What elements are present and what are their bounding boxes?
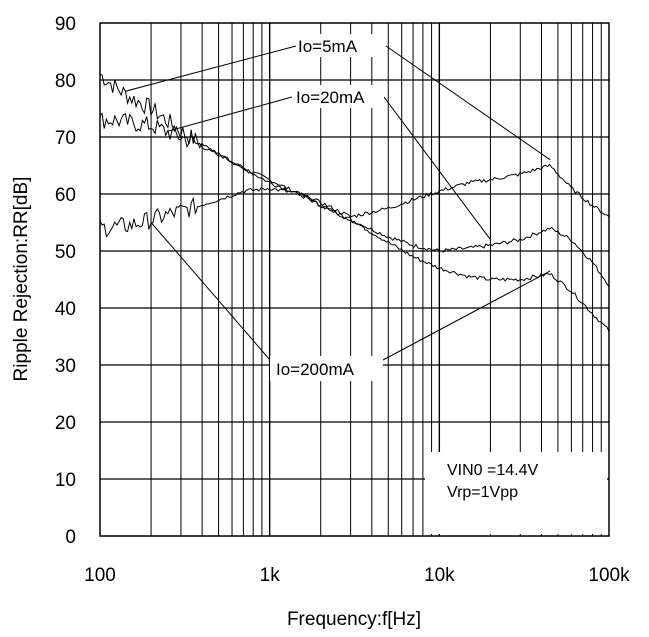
y-tick-label: 0 [65, 527, 76, 548]
annotation-leader-line [383, 96, 491, 240]
x-tick-label: 100k [588, 565, 630, 586]
y-tick-label: 40 [55, 299, 76, 320]
annotation-leader-line [382, 270, 551, 361]
condition-vrp: Vrp=1Vpp [447, 484, 518, 501]
x-axis-title: Frequency:f[Hz] [287, 609, 421, 630]
y-axis-title: Ripple Rejection:RR[dB] [11, 177, 32, 382]
annotation-box-io5 [296, 34, 378, 57]
series-lines [99, 74, 610, 332]
y-tick-label: 20 [55, 413, 76, 434]
y-tick-label: 60 [55, 185, 76, 206]
annotation-box-io20 [292, 85, 384, 108]
tick-labels: 0 10 20 30 40 50 60 70 80 90 100 1k 10k 100k [55, 14, 630, 586]
annotation-leader-line [150, 222, 271, 361]
series-line-2 [99, 112, 610, 332]
grid [100, 23, 609, 536]
annotation-leader-line [167, 96, 293, 132]
annotation-box-io200 [270, 356, 383, 381]
annotation-leader-line [385, 45, 551, 161]
plot-frame [99, 22, 610, 537]
x-tick-label: 10k [424, 565, 455, 586]
annotation-io20: Io=20mA [296, 88, 365, 107]
x-tick-label: 100 [84, 565, 116, 586]
annotation-io5: Io=5mA [298, 37, 358, 56]
annotation-leaders [124, 45, 551, 361]
annotation-io200: Io=200mA [276, 360, 355, 379]
series-line-3 [99, 163, 610, 238]
y-tick-label: 80 [55, 71, 76, 92]
series-line-1 [99, 74, 610, 288]
y-tick-label: 70 [55, 128, 76, 149]
y-tick-label: 30 [55, 356, 76, 377]
annotation-leader-line [124, 45, 297, 92]
x-tick-label: 1k [260, 565, 281, 586]
condition-vin: VIN0 =14.4V [447, 462, 539, 479]
conditions-box [425, 452, 607, 534]
y-tick-label: 90 [55, 14, 76, 35]
y-tick-label: 50 [55, 242, 76, 263]
y-tick-label: 10 [55, 470, 76, 491]
